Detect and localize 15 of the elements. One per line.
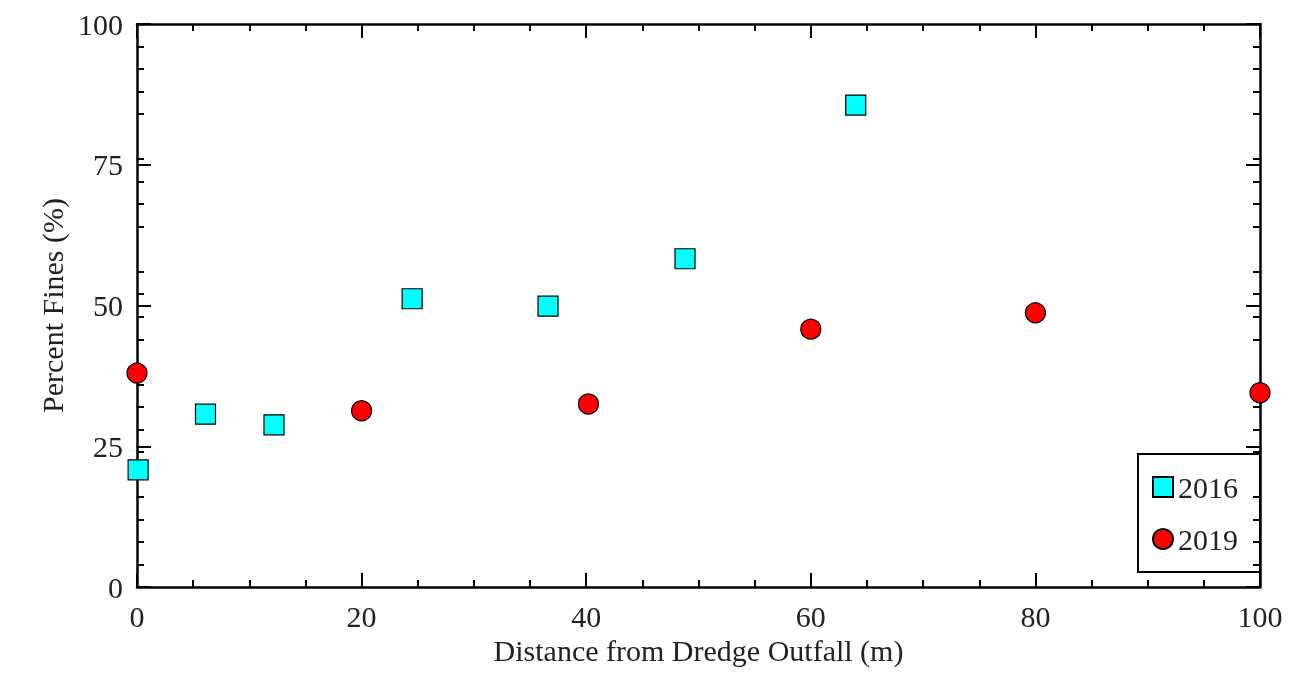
x-tick-label: 60 xyxy=(795,599,826,633)
y-tick-label: 0 xyxy=(108,570,123,604)
y-tick-label: 75 xyxy=(93,148,123,182)
x-tick-label: 80 xyxy=(1020,599,1051,633)
x-tick-label: 40 xyxy=(571,599,602,633)
y-axis-title: Percent Fines (%) xyxy=(35,198,70,413)
legend-label: 2019 xyxy=(1178,522,1238,556)
x-tick-label: 100 xyxy=(1237,599,1283,633)
x-axis-title: Distance from Dredge Outfall (m) xyxy=(493,634,904,669)
y-tick-label: 50 xyxy=(93,289,123,322)
x-tick-label: 0 xyxy=(129,599,145,633)
y-tick-label: 100 xyxy=(78,7,123,41)
y-tick-label: 25 xyxy=(93,429,123,463)
x-tick-label: 20 xyxy=(346,599,377,633)
legend-label: 2016 xyxy=(1178,470,1238,504)
